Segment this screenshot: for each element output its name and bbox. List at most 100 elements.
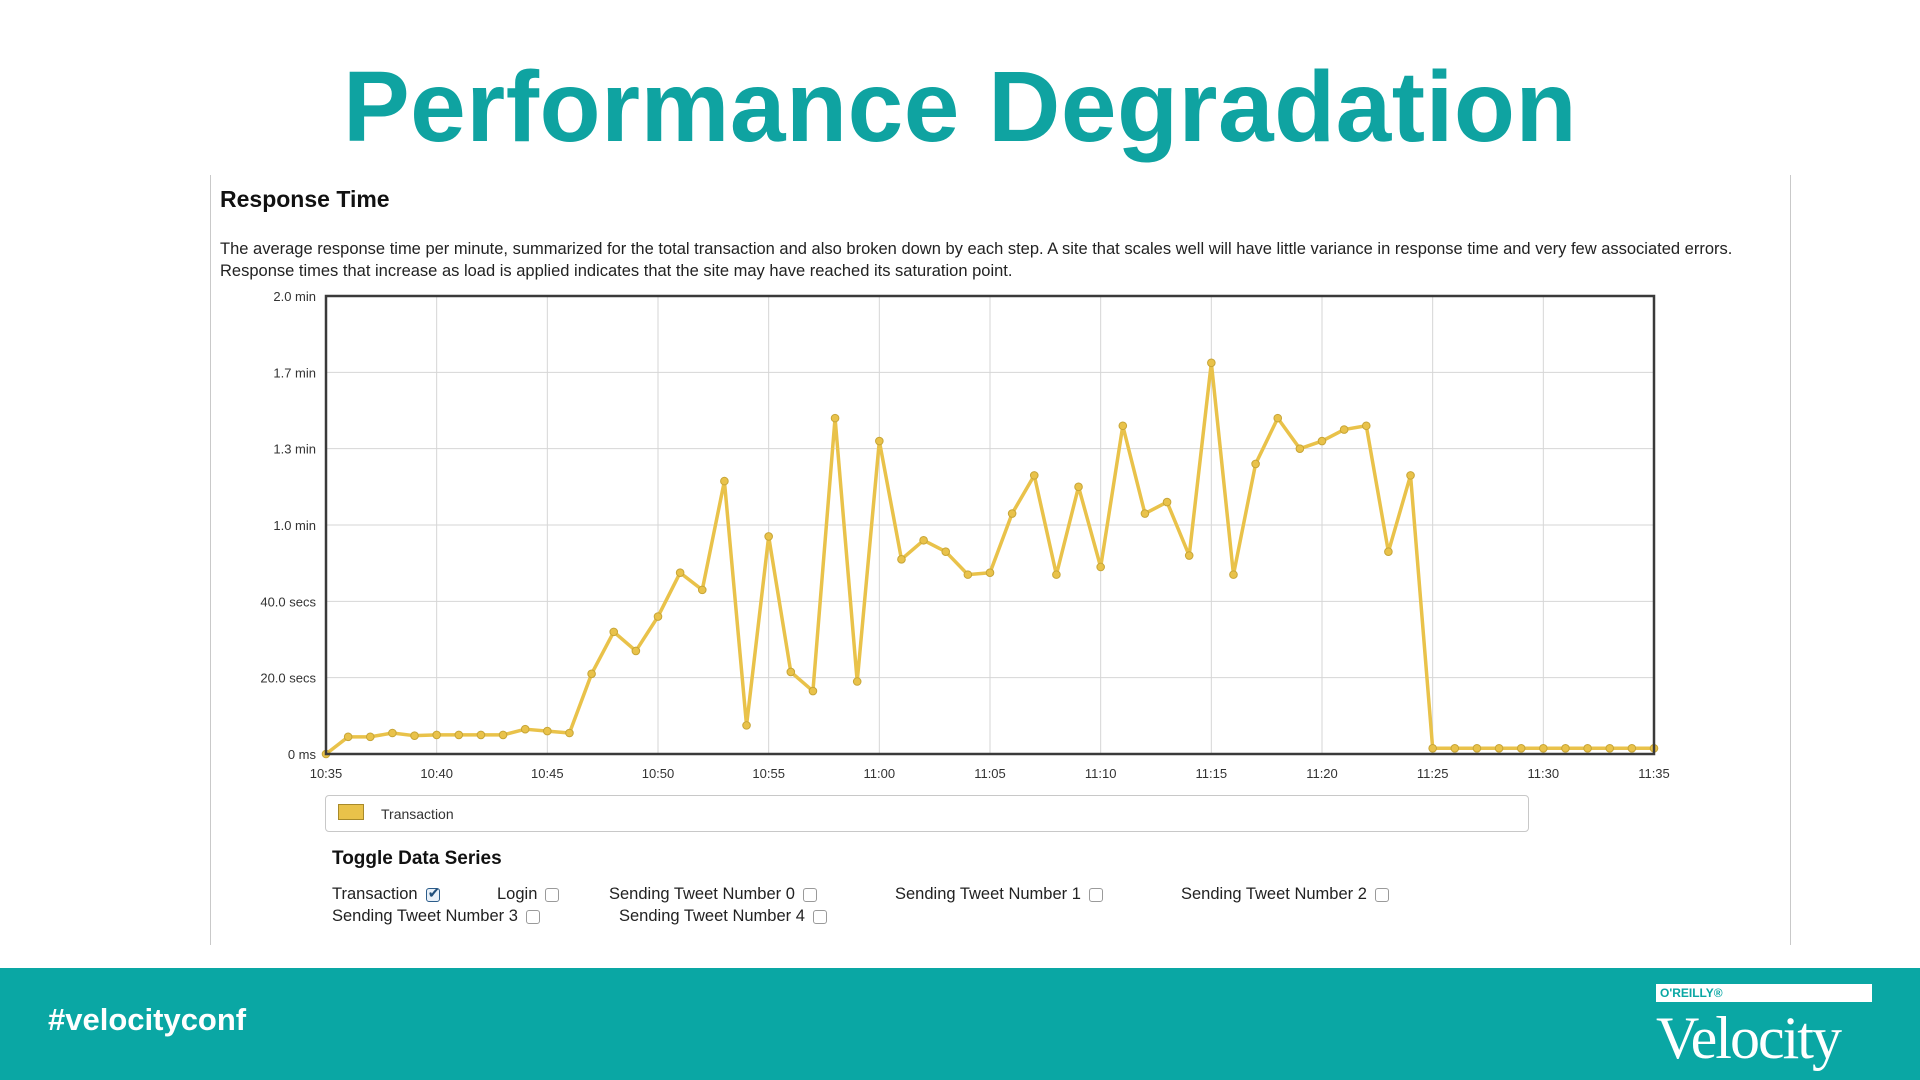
response-time-chart: 0 ms 20.0 secs 40.0 secs 1.0 min 1.3 min 1.7 …: [260, 289, 1669, 781]
checkbox-sending-tweet-4[interactable]: [812, 909, 827, 924]
data-point-4: [410, 731, 419, 740]
data-point-29: [963, 570, 973, 579]
data-point-45: [1317, 436, 1327, 446]
data-point-22: [808, 686, 818, 696]
data-point-12: [587, 669, 596, 679]
data-point-18: [720, 476, 729, 486]
data-point-34: [1074, 482, 1083, 492]
data-point-16: [675, 568, 685, 578]
data-point-2: [365, 732, 375, 742]
x-tick-label-11: 11:30: [1528, 766, 1560, 781]
y-tick-label-6: 2.0 min: [273, 289, 316, 304]
data-point-49: [1406, 471, 1415, 480]
data-point-21: [786, 667, 796, 677]
legend-label-transaction: Transaction: [381, 806, 454, 822]
data-point-27: [919, 535, 928, 545]
x-tick-label-6: 11:05: [974, 766, 1006, 781]
toggle-sending-tweet-3[interactable]: Sending Tweet Number 3: [332, 907, 540, 926]
y-tick-label-0: 0 ms: [288, 747, 317, 762]
toggle-sending-tweet-1[interactable]: Sending Tweet Number 1: [895, 885, 1103, 904]
toggle-sending-tweet-4[interactable]: Sending Tweet Number 4: [619, 907, 827, 926]
data-point-48: [1384, 547, 1393, 557]
data-point-20: [764, 532, 773, 541]
checkbox-sending-tweet-1[interactable]: [1088, 887, 1103, 902]
x-tick-label-1: 10:40: [420, 766, 453, 781]
data-point-43: [1273, 413, 1283, 423]
legend-box: Transaction: [325, 795, 1529, 832]
slide-title: Performance Degradation: [342, 51, 1578, 163]
toggle-transaction[interactable]: Transaction: [332, 884, 440, 904]
data-point-24: [852, 677, 862, 686]
velocity-logo: O'REILLY® Velocity: [1656, 984, 1872, 1074]
plot-frame: [324, 294, 1656, 756]
checkbox-sending-tweet-0[interactable]: [802, 887, 817, 902]
data-point-54: [1516, 743, 1526, 753]
checkbox-sending-tweet-2[interactable]: [1374, 887, 1389, 902]
y-tick-label-1: 20.0 secs: [260, 671, 316, 686]
toggle-sending-tweet-0[interactable]: Sending Tweet Number 0: [609, 885, 817, 904]
data-point-37: [1140, 509, 1150, 518]
x-tick-label-2: 10:45: [531, 766, 564, 781]
publisher-name: O'REILLY®: [1660, 986, 1723, 1000]
data-point-23: [830, 413, 840, 423]
toggle-label: Sending Tweet Number 2: [1181, 885, 1367, 903]
data-point-52: [1472, 743, 1482, 753]
data-point-35: [1096, 562, 1105, 572]
data-point-58: [1605, 743, 1615, 753]
data-point-53: [1494, 743, 1504, 753]
data-point-6: [454, 730, 464, 740]
data-point-42: [1251, 459, 1260, 469]
data-point-30: [985, 568, 995, 578]
checkbox-sending-tweet-3[interactable]: [525, 909, 540, 924]
data-point-55: [1539, 743, 1548, 753]
toggle-login[interactable]: Login: [497, 885, 560, 904]
data-point-32: [1029, 471, 1039, 480]
data-point-10: [543, 726, 552, 736]
x-tick-label-0: 10:35: [310, 766, 343, 781]
checkbox-login[interactable]: [545, 887, 560, 902]
data-point-38: [1162, 497, 1172, 507]
data-point-9: [520, 724, 530, 734]
x-tick-label-8: 11:15: [1196, 766, 1228, 781]
x-tick-label-12: 11:35: [1638, 766, 1670, 781]
y-tick-label-5: 1.7 min: [273, 365, 316, 380]
legend-swatch-transaction: [338, 804, 364, 820]
data-point-17: [697, 585, 707, 595]
data-point-59: [1627, 743, 1637, 753]
data-point-40: [1207, 358, 1216, 368]
toggle-data-series-title: Toggle Data Series: [332, 848, 502, 869]
grid-layer: [325, 295, 1655, 755]
data-point-7: [476, 730, 486, 740]
data-point-15: [653, 612, 663, 621]
data-point-33: [1052, 570, 1061, 579]
data-point-57: [1583, 743, 1592, 753]
data-point-47: [1361, 421, 1371, 431]
data-point-56: [1561, 743, 1570, 753]
data-point-25: [875, 436, 884, 446]
x-tick-label-10: 11:25: [1417, 766, 1449, 781]
x-tick-label-4: 10:55: [752, 766, 785, 781]
x-tick-label-3: 10:50: [642, 766, 675, 781]
data-point-11: [565, 728, 574, 738]
data-point-3: [388, 728, 397, 738]
axis-labels: 0 ms 20.0 secs 40.0 secs 1.0 min 1.3 min 1.7 …: [260, 289, 1669, 781]
hashtag: #velocityconf: [48, 1002, 247, 1037]
y-tick-label-4: 1.3 min: [273, 442, 316, 457]
panel-left-border: [210, 175, 211, 945]
series-layer: [321, 358, 1659, 759]
y-tick-label-3: 1.0 min: [273, 518, 316, 533]
data-point-51: [1450, 743, 1460, 753]
data-point-26: [897, 555, 906, 564]
data-point-50: [1428, 743, 1437, 753]
data-point-5: [432, 730, 441, 740]
data-point-31: [1007, 509, 1017, 518]
data-point-28: [941, 547, 951, 557]
x-tick-label-5: 11:00: [864, 766, 896, 781]
section-heading: Response Time: [220, 186, 390, 212]
data-point-8: [498, 730, 508, 740]
brand-name: Velocity: [1656, 1005, 1842, 1071]
checkbox-transaction[interactable]: [425, 884, 440, 902]
toggle-sending-tweet-2[interactable]: Sending Tweet Number 2: [1181, 885, 1389, 904]
toggle-label: Login: [497, 885, 538, 903]
data-point-19: [742, 721, 751, 730]
